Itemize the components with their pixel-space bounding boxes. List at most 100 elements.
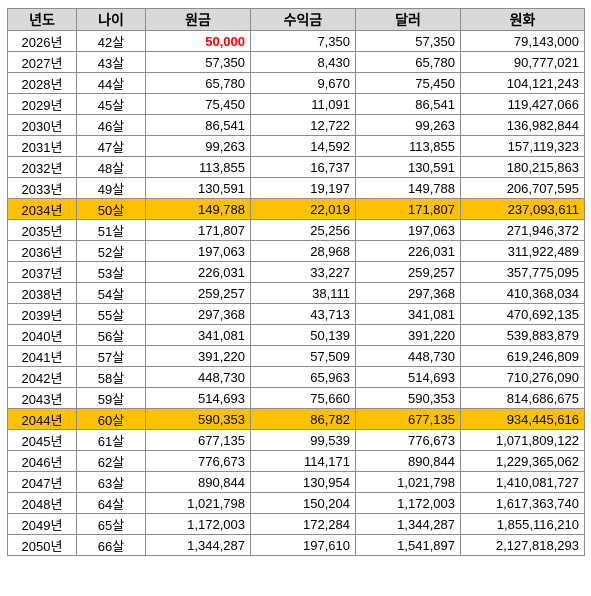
cell-age: 64살 (76, 492, 146, 514)
cell-profit: 75,660 (250, 387, 356, 409)
cell-won: 1,855,116,210 (460, 513, 585, 535)
cell-won: 2,127,818,293 (460, 534, 585, 556)
cell-won: 814,686,675 (460, 387, 585, 409)
cell-year: 2027년 (7, 51, 77, 73)
cell-profit: 86,782 (250, 408, 356, 430)
cell-won: 357,775,095 (460, 261, 585, 283)
cell-age: 54살 (76, 282, 146, 304)
cell-age: 50살 (76, 198, 146, 220)
cell-principal: 171,807 (145, 219, 251, 241)
cell-profit: 16,737 (250, 156, 356, 178)
cell-profit: 11,091 (250, 93, 356, 115)
cell-principal: 448,730 (145, 366, 251, 388)
cell-age: 53살 (76, 261, 146, 283)
cell-principal: 50,000 (145, 30, 251, 52)
cell-principal: 297,368 (145, 303, 251, 325)
cell-year: 2049년 (7, 513, 77, 535)
cell-year: 2045년 (7, 429, 77, 451)
cell-dollar: 448,730 (355, 345, 461, 367)
cell-age: 43살 (76, 51, 146, 73)
cell-won: 470,692,135 (460, 303, 585, 325)
header-dollar: 달러 (355, 8, 461, 31)
cell-principal: 197,063 (145, 240, 251, 262)
cell-profit: 7,350 (250, 30, 356, 52)
cell-won: 180,215,863 (460, 156, 585, 178)
cell-dollar: 341,081 (355, 303, 461, 325)
cell-principal: 130,591 (145, 177, 251, 199)
cell-won: 90,777,021 (460, 51, 585, 73)
cell-profit: 65,963 (250, 366, 356, 388)
cell-principal: 677,135 (145, 429, 251, 451)
cell-principal: 259,257 (145, 282, 251, 304)
cell-principal: 391,220 (145, 345, 251, 367)
cell-principal: 341,081 (145, 324, 251, 346)
cell-dollar: 259,257 (355, 261, 461, 283)
cell-dollar: 75,450 (355, 72, 461, 94)
table-row: 2049년 65살 1,172,003 172,284 1,344,287 1,855,1… (7, 513, 585, 535)
cell-year: 2043년 (7, 387, 77, 409)
table-row: 2043년 59살 514,693 75,660 590,353 814,686,675 (7, 387, 585, 409)
cell-age: 63살 (76, 471, 146, 493)
table-row: 2033년 49살 130,591 19,197 149,788 206,707,595 (7, 177, 585, 199)
cell-age: 57살 (76, 345, 146, 367)
cell-principal: 75,450 (145, 93, 251, 115)
cell-year: 2029년 (7, 93, 77, 115)
table-row: 2047년 63살 890,844 130,954 1,021,798 1,410,081… (7, 471, 585, 493)
cell-dollar: 113,855 (355, 135, 461, 157)
cell-profit: 130,954 (250, 471, 356, 493)
cell-dollar: 1,021,798 (355, 471, 461, 493)
cell-dollar: 1,344,287 (355, 513, 461, 535)
cell-age: 48살 (76, 156, 146, 178)
table-row: 2039년 55살 297,368 43,713 341,081 470,692,135 (7, 303, 585, 325)
cell-dollar: 1,172,003 (355, 492, 461, 514)
cell-age: 65살 (76, 513, 146, 535)
cell-dollar: 99,263 (355, 114, 461, 136)
cell-year: 2036년 (7, 240, 77, 262)
cell-dollar: 197,063 (355, 219, 461, 241)
cell-won: 136,982,844 (460, 114, 585, 136)
table-row: 2037년 53살 226,031 33,227 259,257 357,775,095 (7, 261, 585, 283)
cell-year: 2031년 (7, 135, 77, 157)
cell-won: 1,410,081,727 (460, 471, 585, 493)
cell-principal: 57,350 (145, 51, 251, 73)
cell-won: 237,093,611 (460, 198, 585, 220)
table-row: 2045년 61살 677,135 99,539 776,673 1,071,809,12… (7, 429, 585, 451)
cell-age: 58살 (76, 366, 146, 388)
cell-profit: 22,019 (250, 198, 356, 220)
cell-year: 2037년 (7, 261, 77, 283)
cell-profit: 9,670 (250, 72, 356, 94)
cell-age: 46살 (76, 114, 146, 136)
cell-won: 206,707,595 (460, 177, 585, 199)
cell-year: 2040년 (7, 324, 77, 346)
table-row: 2032년 48살 113,855 16,737 130,591 180,215,863 (7, 156, 585, 178)
cell-age: 55살 (76, 303, 146, 325)
cell-profit: 50,139 (250, 324, 356, 346)
cell-profit: 8,430 (250, 51, 356, 73)
cell-won: 311,922,489 (460, 240, 585, 262)
cell-principal: 86,541 (145, 114, 251, 136)
table-body: 2026년 42살 50,000 7,350 57,350 79,143,000 2027년… (7, 30, 585, 556)
table-row: 2040년 56살 341,081 50,139 391,220 539,883,879 (7, 324, 585, 346)
cell-principal: 1,344,287 (145, 534, 251, 556)
cell-age: 60살 (76, 408, 146, 430)
cell-year: 2028년 (7, 72, 77, 94)
cell-year: 2039년 (7, 303, 77, 325)
cell-profit: 99,539 (250, 429, 356, 451)
cell-age: 59살 (76, 387, 146, 409)
table-row: 2041년 57살 391,220 57,509 448,730 619,246,809 (7, 345, 585, 367)
cell-year: 2046년 (7, 450, 77, 472)
cell-won: 539,883,879 (460, 324, 585, 346)
investment-table: 년도 나이 원금 수익금 달러 원화 2026년 42살 50,000 7,350 57… (7, 8, 585, 556)
cell-age: 42살 (76, 30, 146, 52)
cell-dollar: 677,135 (355, 408, 461, 430)
cell-won: 104,121,243 (460, 72, 585, 94)
cell-age: 51살 (76, 219, 146, 241)
cell-dollar: 297,368 (355, 282, 461, 304)
table-row: 2026년 42살 50,000 7,350 57,350 79,143,000 (7, 30, 585, 52)
cell-profit: 172,284 (250, 513, 356, 535)
cell-profit: 14,592 (250, 135, 356, 157)
cell-won: 619,246,809 (460, 345, 585, 367)
cell-age: 52살 (76, 240, 146, 262)
cell-dollar: 590,353 (355, 387, 461, 409)
cell-dollar: 149,788 (355, 177, 461, 199)
